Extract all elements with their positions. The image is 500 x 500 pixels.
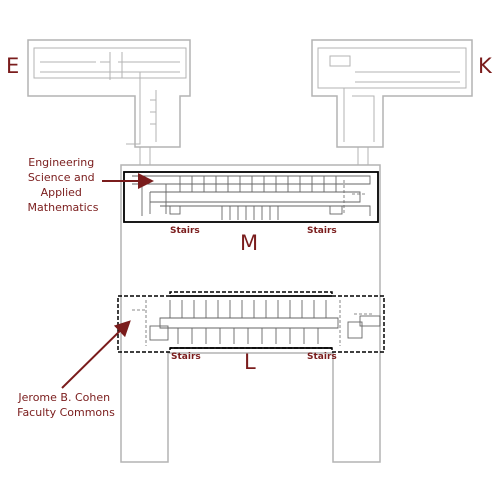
engineering-callout-line: Science and xyxy=(28,171,95,184)
stairs-label-m-left: Stairs xyxy=(170,226,200,236)
lower-building-frame xyxy=(120,164,381,463)
engineering-callout-line: Mathematics xyxy=(28,201,99,214)
svg-text:Engineering Science and: Engineering Science and Applied Mathemat… xyxy=(28,156,99,214)
building-l-label: L xyxy=(244,350,256,374)
engineering-callout: Engineering Science and Applied Mathemat… xyxy=(28,156,154,214)
stairs-label-l-left: Stairs xyxy=(171,352,201,362)
building-k-label: K xyxy=(478,54,493,78)
faculty-callout-line: Faculty Commons xyxy=(17,406,115,419)
building-m-floor xyxy=(123,171,379,223)
faculty-commons-callout: Jerome B. Cohen Faculty Commons xyxy=(17,320,131,419)
building-e-label: E xyxy=(6,54,19,78)
faculty-callout-line: Jerome B. Cohen xyxy=(17,391,110,404)
stairs-label-m-right: Stairs xyxy=(307,226,337,236)
svg-text:Jerome B. Cohen Faculty: Jerome B. Cohen Faculty Commons xyxy=(17,391,115,419)
building-k-outline xyxy=(311,39,473,166)
stairs-label-l-right: Stairs xyxy=(307,352,337,362)
building-m-label: M xyxy=(240,231,258,255)
engineering-callout-line: Engineering xyxy=(28,156,94,169)
faculty-callout-arrow xyxy=(61,320,131,389)
building-e-outline xyxy=(27,39,191,166)
building-l-floor xyxy=(117,291,385,353)
engineering-callout-line: Applied xyxy=(41,186,82,199)
